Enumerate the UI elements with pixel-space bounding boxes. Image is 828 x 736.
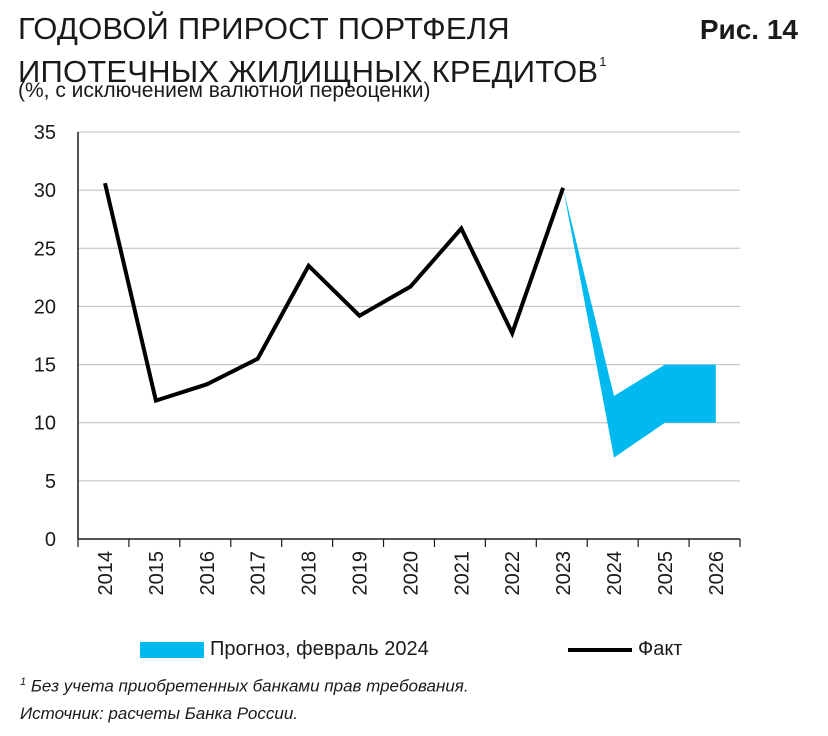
x-tick-label: 2026 bbox=[706, 551, 728, 596]
x-tick-label: 2015 bbox=[146, 551, 168, 596]
title-footnote-mark: 1 bbox=[599, 54, 607, 69]
chart-title-line1: ГОДОВОЙ ПРИРОСТ ПОРТФЕЛЯ bbox=[18, 11, 510, 46]
y-tick-label: 5 bbox=[45, 471, 56, 493]
fact-line bbox=[103, 182, 565, 404]
legend-forecast-swatch bbox=[140, 642, 204, 658]
legend-fact-swatch bbox=[568, 648, 632, 652]
y-tick-label: 10 bbox=[34, 413, 56, 435]
y-tick-label: 30 bbox=[34, 180, 56, 202]
footnote-mark: 1 bbox=[20, 676, 27, 688]
forecast-band-layer bbox=[563, 187, 716, 458]
x-tick-label: 2020 bbox=[400, 551, 422, 596]
x-tick-label: 2021 bbox=[451, 551, 473, 596]
footnote-text: Без учета приобретенных банками прав тре… bbox=[26, 676, 469, 696]
x-tick-label: 2025 bbox=[655, 551, 677, 596]
chart-title-line2-text: ИПОТЕЧНЫХ ЖИЛИЩНЫХ КРЕДИТОВ bbox=[18, 54, 599, 89]
x-tick-label: 2014 bbox=[95, 551, 117, 596]
y-tick-label: 15 bbox=[34, 355, 56, 377]
x-tick-label: 2022 bbox=[502, 551, 524, 596]
x-tick-label: 2018 bbox=[299, 551, 321, 596]
chart-title: ГОДОВОЙ ПРИРОСТ ПОРТФЕЛЯ ИПОТЕЧНЫХ ЖИЛИЩ… bbox=[18, 12, 607, 88]
y-tick-label: 35 bbox=[34, 122, 56, 144]
x-tick-label: 2023 bbox=[553, 551, 575, 596]
y-tick-label: 0 bbox=[45, 529, 56, 551]
x-tick-labels: 2014 2015 2016 2017 2018 2019 2020 2021 2022 2023… bbox=[95, 551, 728, 596]
legend-forecast-label: Прогноз, февраль 2024 bbox=[210, 638, 429, 660]
legend-fact-label: Факт bbox=[638, 638, 683, 660]
x-tick-label: 2019 bbox=[350, 551, 372, 596]
y-tick-label: 20 bbox=[34, 296, 56, 318]
x-tick-label: 2024 bbox=[604, 551, 626, 596]
forecast-band bbox=[563, 187, 716, 458]
footnote: 1 Без учета приобретенных банками прав т… bbox=[20, 676, 469, 697]
chart-title-line2: ИПОТЕЧНЫХ ЖИЛИЩНЫХ КРЕДИТОВ1 bbox=[18, 45, 607, 88]
x-tick-label: 2017 bbox=[248, 551, 270, 596]
axes bbox=[77, 132, 741, 547]
figure-label: Рис. 14 bbox=[699, 14, 798, 45]
y-tick-label: 25 bbox=[34, 238, 56, 260]
chart-subtitle: (%, с исключением валютной переоценки) bbox=[18, 79, 431, 102]
source-note: Источник: расчеты Банка России. bbox=[20, 704, 299, 723]
fact-line-layer bbox=[103, 182, 565, 404]
x-tick-label: 2016 bbox=[197, 551, 219, 596]
y-tick-labels: 0 5 10 15 20 25 30 35 bbox=[34, 122, 56, 551]
